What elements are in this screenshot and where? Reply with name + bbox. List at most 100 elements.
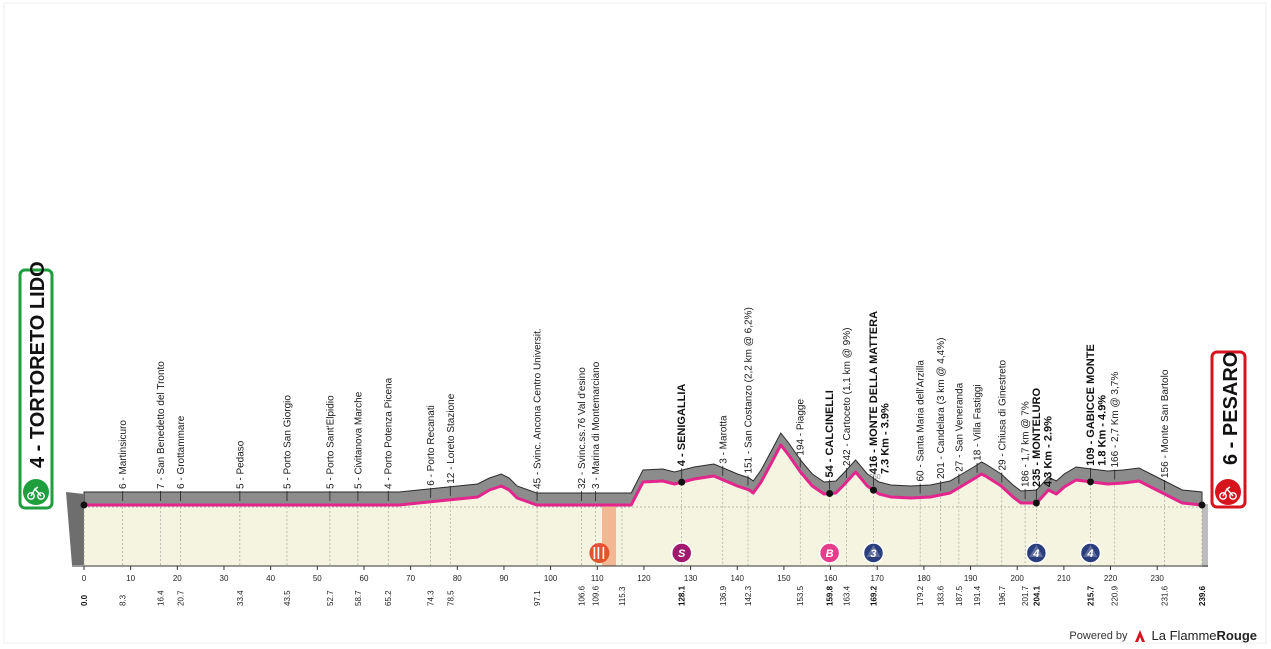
waypoint-km-label: 16.4 xyxy=(157,590,166,606)
climb-marker: 4 xyxy=(1079,542,1102,564)
waypoint-km-label: 183.6 xyxy=(937,585,946,606)
waypoint-km-label: 58.7 xyxy=(354,590,363,606)
waypoint-km-label: 159.8 xyxy=(826,585,835,606)
waypoint-label: 6 - Martinsicuro xyxy=(118,420,129,489)
brand-name-bold: Rouge xyxy=(1216,628,1257,643)
powered-by-text: Powered by xyxy=(1069,629,1128,642)
brand-name-light: La Flamme xyxy=(1151,628,1217,643)
finish-dot xyxy=(1198,501,1206,509)
waypoint-km-label: 106.6 xyxy=(577,585,586,606)
climb-marker-bg xyxy=(1079,542,1102,564)
waypoint-km-label: 231.6 xyxy=(1161,585,1170,606)
x-tick-label: 60 xyxy=(360,574,369,583)
waypoint-label: 32 - Svinc.ss.76 Val d'esino xyxy=(577,367,588,489)
climb-marker-bg xyxy=(862,542,885,564)
waypoint-label: 242 - Cartoceto (1,1 km @ 9%) xyxy=(842,328,853,467)
waypoint-label: 5 - Porto San Giorgio xyxy=(282,395,293,489)
climb-mountain-icon xyxy=(866,545,881,557)
start-badge-frame xyxy=(18,268,54,510)
waypoint-km-label: 179.2 xyxy=(916,585,925,606)
climb-mountain-icon xyxy=(1029,545,1044,557)
route-markers: S B 3 4 4 xyxy=(589,542,1102,564)
waypoint-km-label: 196.7 xyxy=(998,585,1007,606)
x-tick-label: 40 xyxy=(266,574,275,583)
start-bike-icon xyxy=(23,479,49,505)
waypoint-dots xyxy=(80,478,1206,509)
x-tick-label: 210 xyxy=(1057,574,1071,583)
waypoint-km-label: 163.4 xyxy=(842,585,851,606)
waypoint-label: 5 - Porto Sant'Elpidio xyxy=(325,395,336,489)
profile-right-face xyxy=(1202,504,1208,567)
start-town-label: 4 - TORTORETO LIDO xyxy=(27,261,49,468)
finish-town-label: 6 - PESARO xyxy=(1220,352,1242,465)
x-tick-label: 10 xyxy=(126,574,135,583)
waypoint-km-label: 215.7 xyxy=(1086,585,1095,606)
frame-border xyxy=(3,2,1267,644)
waypoint-dot xyxy=(678,478,686,486)
x-tick-label: 220 xyxy=(1104,574,1118,583)
waypoint-km-label: 187.5 xyxy=(955,585,964,606)
km-labels: 0.0 8.3 16.4 20.7 33.4 43.5 52.7 58.7 65.2 74.3 78… xyxy=(80,585,1207,606)
profile-left-face xyxy=(66,492,84,565)
waypoint-km-label: 52.7 xyxy=(326,590,335,606)
waypoint-label: 5 - Civitanova Marche xyxy=(353,391,364,489)
x-axis-ticks: 0 10 20 30 40 50 60 70 80 90 100 110 120 130 140 150 160… xyxy=(82,566,1164,583)
waypoint-label: 201 - Candelara (3 km @ 4,4%) xyxy=(936,338,947,479)
climb-mountain-icon xyxy=(1083,545,1098,557)
x-tick-label: 50 xyxy=(313,574,322,583)
footer-branding: Powered by La FlammeRouge xyxy=(1069,628,1257,643)
feed-zone-icon xyxy=(589,543,610,563)
waypoint-km-label: 65.2 xyxy=(384,590,393,606)
waypoint-label: 7 - San Benedetto del Tronto xyxy=(156,361,167,489)
climb-marker-label: 4 xyxy=(1086,548,1093,560)
waypoint-label: 166 - 2,7 Km @ 3,7% xyxy=(1110,372,1121,468)
x-tick-label: 70 xyxy=(406,574,415,583)
bonus-marker: B xyxy=(818,542,841,564)
waypoint-label: 186 - 1,7 km @ 7% xyxy=(1021,401,1032,487)
x-tick-label: 100 xyxy=(544,574,558,583)
x-tick-label: 160 xyxy=(824,574,838,583)
x-tick-label: 80 xyxy=(453,574,462,583)
waypoint-label: 4 - SENIGALLIA xyxy=(676,384,688,467)
x-tick-label: 150 xyxy=(777,574,791,583)
x-tick-label: 170 xyxy=(871,574,885,583)
climb-marker-label: 3 xyxy=(870,548,876,560)
sprint-marker-bg xyxy=(670,542,693,564)
x-tick-label: 180 xyxy=(917,574,931,583)
start-bike-glyph xyxy=(27,486,45,500)
waypoint-km-label: 97.1 xyxy=(533,590,542,606)
waypoint-label: 109 - GABICCE MONTE xyxy=(1085,344,1097,466)
waypoint-label: 3 - Marina di Montemarciano xyxy=(591,361,602,489)
waypoint-km-label: 43.5 xyxy=(283,590,292,606)
waypoint-dot xyxy=(869,486,877,494)
waypoint-km-label: 153.5 xyxy=(796,585,805,606)
waypoint-label: 12 - Loreto Stazione xyxy=(446,393,457,483)
waypoint-label: 4 - Porto Potenza Picena xyxy=(384,377,395,489)
sprint-marker-label: S xyxy=(678,548,686,560)
feed-zone-icon-glyph xyxy=(593,547,605,559)
climb-stats-label: 4.3 Km - 2.9% xyxy=(1042,416,1054,487)
waypoint-label: 5 - Pedaso xyxy=(235,440,246,489)
climb-marker-label: 4 xyxy=(1032,548,1039,560)
waypoint-km-label: 142.3 xyxy=(744,585,753,606)
profile-base-area xyxy=(84,445,1202,566)
x-tick-label: 0 xyxy=(82,574,87,583)
waypoint-km-label: 115.3 xyxy=(618,586,627,606)
bonus-marker-bg xyxy=(818,542,841,564)
waypoint-km-label: 136.9 xyxy=(719,585,728,606)
waypoint-label: 194 - Piagge xyxy=(796,399,807,456)
waypoint-label: 27 - San Veneranda xyxy=(954,382,965,471)
waypoint-km-label: 8.3 xyxy=(119,594,128,606)
waypoint-label: 29 - Chiusa di Ginestreto xyxy=(997,359,1008,470)
waypoint-label: 18 - Villa Fastiggi xyxy=(973,384,984,461)
waypoint-km-label: 33.4 xyxy=(236,590,245,606)
waypoint-label: 6 - Porto Recanati xyxy=(426,405,437,486)
climb-stats-label: 7.3 Km - 3.9% xyxy=(879,403,891,474)
x-tick-label: 130 xyxy=(684,574,698,583)
waypoint-label: 3 - Marotta xyxy=(718,415,729,464)
x-tick-label: 200 xyxy=(1011,574,1025,583)
x-tick-label: 110 xyxy=(591,574,604,583)
waypoint-km-label: 109.6 xyxy=(591,585,600,606)
climb-stats-label: 1.8 Km - 4.9% xyxy=(1096,395,1108,466)
